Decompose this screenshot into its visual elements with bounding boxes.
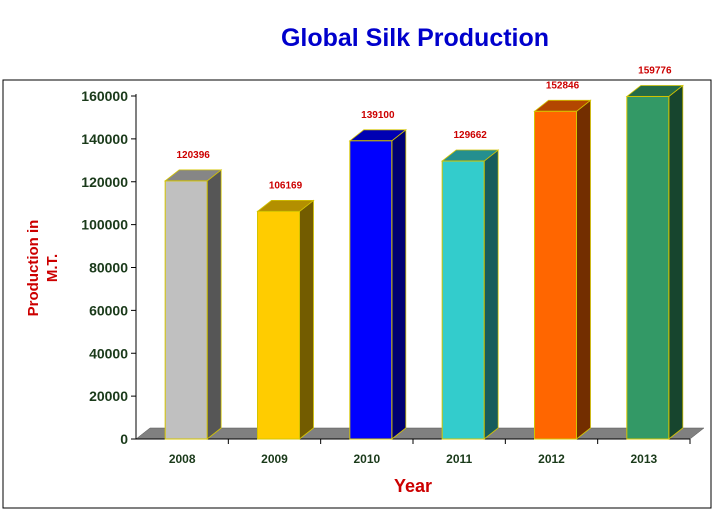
value-label-2012: 152846 xyxy=(546,80,580,91)
x-tick-label-2008: 2008 xyxy=(169,452,196,466)
bar-2010 xyxy=(348,128,407,440)
bar-front xyxy=(534,110,577,440)
y-axis-label: Production in M.T. xyxy=(25,220,61,317)
x-tick-label-2009: 2009 xyxy=(261,452,288,466)
bar-2009 xyxy=(256,199,315,440)
bar-2012 xyxy=(533,99,592,440)
x-axis-label: Year xyxy=(394,476,432,496)
y-tick-label: 80000 xyxy=(89,260,128,276)
y-tick-label: 140000 xyxy=(81,131,128,147)
bar-side xyxy=(483,149,499,440)
value-label-2009: 106169 xyxy=(269,180,303,191)
value-label-2013: 159776 xyxy=(638,65,672,76)
bar-front xyxy=(164,180,208,440)
y-tick-label: 60000 xyxy=(89,302,128,318)
bar-2008 xyxy=(164,169,223,440)
value-label-2011: 129662 xyxy=(453,130,487,141)
bar-2011 xyxy=(441,149,500,440)
bar-front xyxy=(626,95,670,440)
x-tick-label-2012: 2012 xyxy=(538,452,565,466)
y-tick-label: 0 xyxy=(120,431,128,447)
y-tick-label: 20000 xyxy=(89,388,128,404)
bar-side xyxy=(668,84,684,440)
y-tick-label: 40000 xyxy=(89,345,128,361)
bar-front xyxy=(349,140,393,440)
bar-2013 xyxy=(625,84,684,440)
bar-front xyxy=(441,160,485,440)
y-tick-label: 100000 xyxy=(81,217,128,233)
chart-floor xyxy=(135,427,705,440)
y-tick-label: 160000 xyxy=(81,88,128,104)
bar-side xyxy=(206,169,222,440)
y-tick-label: 120000 xyxy=(81,174,128,190)
x-tick-label-2011: 2011 xyxy=(446,452,472,466)
y-axis-label-line-1: Production in xyxy=(25,220,42,317)
y-axis-label-line-2: M.T. xyxy=(44,254,61,282)
bar-side xyxy=(299,199,314,440)
x-tick-label-2010: 2010 xyxy=(353,452,380,466)
bar-front xyxy=(257,210,300,440)
chart-title: Global Silk Production xyxy=(281,24,549,52)
bar-side xyxy=(391,128,407,440)
value-label-2010: 139100 xyxy=(361,110,395,121)
x-tick-label-2013: 2013 xyxy=(630,452,657,466)
bar-side xyxy=(576,99,591,440)
value-label-2008: 120396 xyxy=(176,150,210,161)
